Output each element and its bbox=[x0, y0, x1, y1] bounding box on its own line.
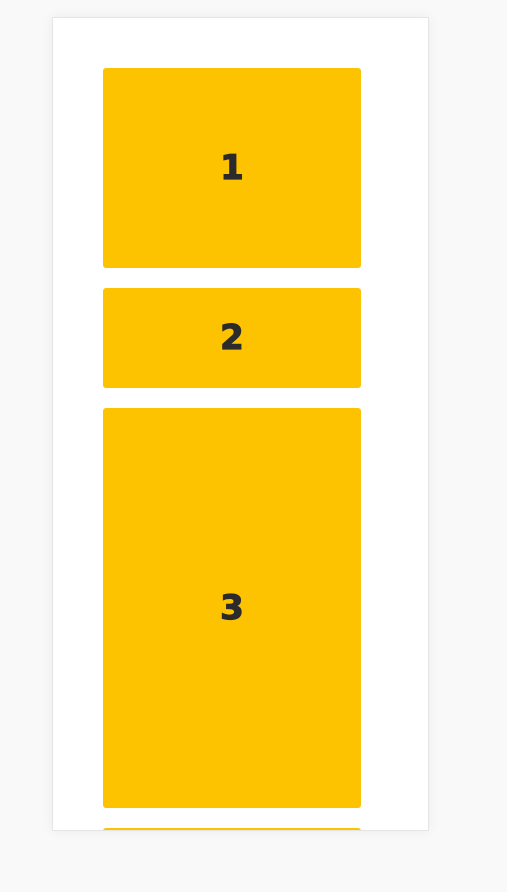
card-3: 3 bbox=[103, 408, 361, 808]
card-number: 3 bbox=[220, 588, 245, 628]
card-1: 1 bbox=[103, 68, 361, 268]
card-number: 2 bbox=[220, 318, 245, 358]
phone-viewport[interactable]: 1 2 3 bbox=[52, 17, 429, 831]
card-number: 1 bbox=[220, 148, 245, 188]
card-2: 2 bbox=[103, 288, 361, 388]
card-4 bbox=[103, 828, 361, 830]
